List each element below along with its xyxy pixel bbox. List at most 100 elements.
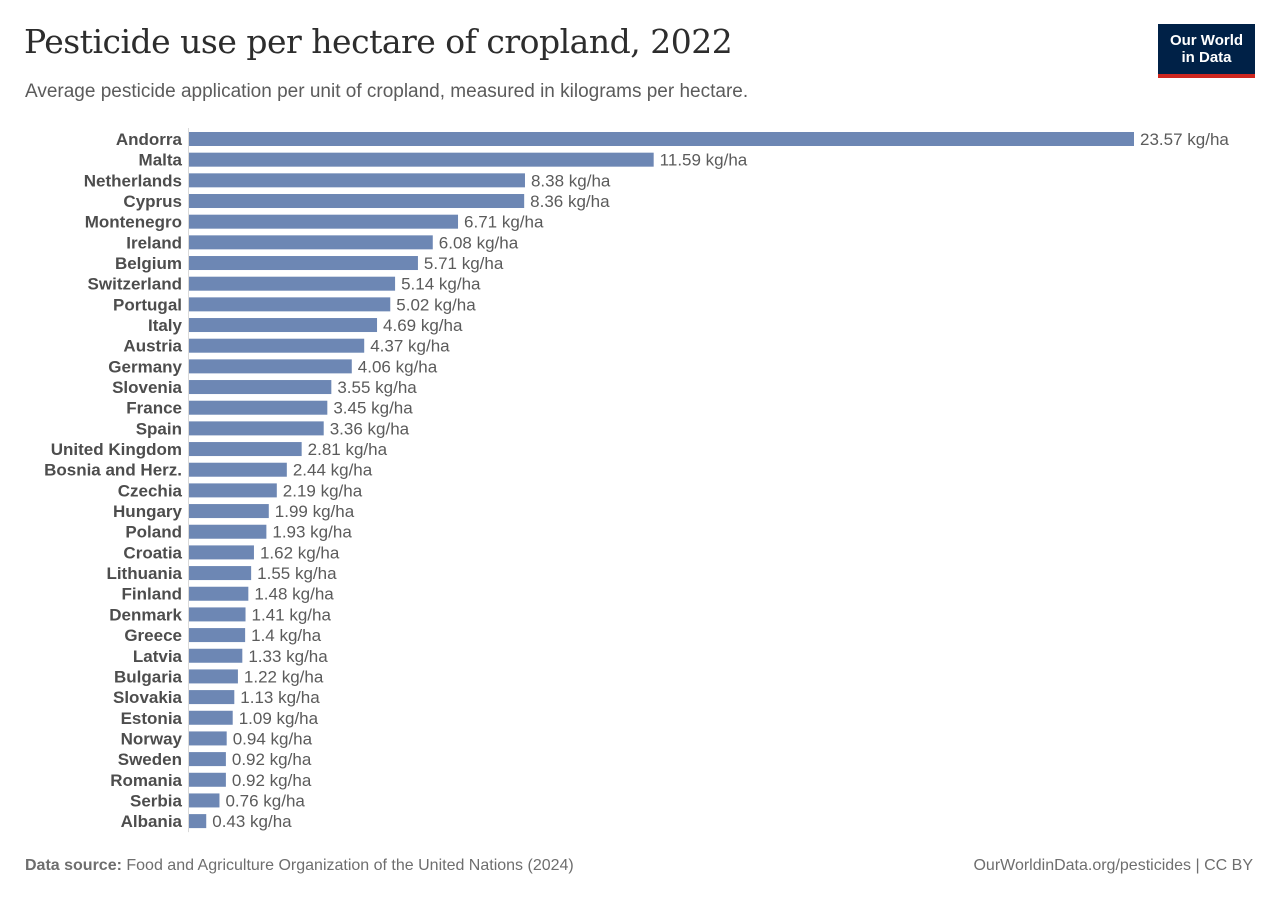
value-label: 1.33 kg/ha	[248, 647, 328, 666]
value-label: 1.99 kg/ha	[275, 502, 355, 521]
value-label: 1.93 kg/ha	[272, 523, 352, 542]
value-label: 0.92 kg/ha	[232, 750, 312, 769]
bar[interactable]	[189, 400, 328, 415]
category-label: Germany	[108, 357, 182, 376]
chart-title: Pesticide use per hectare of cropland, 2…	[24, 22, 733, 61]
bar[interactable]	[189, 628, 246, 643]
category-label: France	[126, 399, 182, 418]
owid-logo[interactable]: Our World in Data	[1158, 24, 1255, 78]
category-label: Hungary	[113, 502, 183, 521]
bar[interactable]	[189, 752, 226, 767]
value-label: 0.43 kg/ha	[212, 812, 292, 831]
bars-layer: Andorra 23.57 kg/ha Malta 11.59 kg/ha Nether…	[44, 130, 1229, 831]
bar[interactable]	[189, 690, 235, 705]
category-label: Latvia	[133, 647, 183, 666]
value-label: 1.48 kg/ha	[254, 585, 334, 604]
category-label: Switzerland	[88, 275, 182, 294]
category-label: Finland	[122, 585, 182, 604]
value-label: 5.14 kg/ha	[401, 275, 481, 294]
bar[interactable]	[189, 359, 352, 374]
logo-line-2: in Data	[1181, 49, 1232, 66]
value-label: 6.08 kg/ha	[439, 233, 519, 252]
value-label: 1.41 kg/ha	[252, 605, 332, 624]
bar[interactable]	[189, 648, 243, 663]
bar[interactable]	[189, 793, 220, 808]
value-label: 2.19 kg/ha	[283, 481, 363, 500]
bar-chart: Andorra 23.57 kg/ha Malta 11.59 kg/ha Nether…	[44, 128, 1229, 833]
value-label: 0.76 kg/ha	[225, 791, 305, 810]
value-label: 1.22 kg/ha	[244, 667, 324, 686]
bar[interactable]	[189, 524, 267, 539]
bar[interactable]	[189, 607, 246, 622]
category-label: Cyprus	[123, 192, 182, 211]
category-label: Portugal	[113, 295, 182, 314]
value-label: 23.57 kg/ha	[1140, 130, 1229, 149]
category-label: Serbia	[130, 791, 183, 810]
category-label: Bosnia and Herz.	[44, 461, 182, 480]
value-label: 1.09 kg/ha	[239, 709, 319, 728]
bar[interactable]	[189, 566, 252, 581]
bar[interactable]	[189, 297, 391, 312]
value-label: 1.62 kg/ha	[260, 543, 340, 562]
category-label: Denmark	[109, 605, 182, 624]
category-label: Austria	[123, 337, 182, 356]
value-label: 5.02 kg/ha	[396, 295, 476, 314]
bar[interactable]	[189, 545, 254, 560]
category-label: Croatia	[123, 543, 182, 562]
bar[interactable]	[189, 462, 287, 477]
chart-subtitle: Average pesticide application per unit o…	[25, 81, 749, 102]
value-label: 11.59 kg/ha	[660, 151, 748, 170]
category-label: United Kingdom	[51, 440, 182, 459]
value-label: 0.94 kg/ha	[233, 729, 313, 748]
value-label: 4.37 kg/ha	[370, 337, 450, 356]
source-link[interactable]: OurWorldinData.org/pesticides | CC BY	[973, 857, 1253, 874]
bar[interactable]	[189, 132, 1134, 146]
value-label: 2.44 kg/ha	[293, 461, 373, 480]
bar[interactable]	[189, 173, 525, 188]
bar[interactable]	[189, 710, 233, 725]
bar[interactable]	[189, 731, 227, 746]
bar[interactable]	[189, 669, 238, 684]
category-label: Slovakia	[113, 688, 183, 707]
value-label: 4.69 kg/ha	[383, 316, 463, 335]
value-label: 4.06 kg/ha	[358, 357, 438, 376]
bar[interactable]	[189, 442, 302, 457]
value-label: 1.4 kg/ha	[251, 626, 321, 645]
bar[interactable]	[189, 235, 433, 250]
category-label: Belgium	[115, 254, 182, 273]
category-label: Ireland	[126, 233, 182, 252]
bar[interactable]	[189, 504, 269, 519]
bar[interactable]	[189, 276, 396, 291]
category-label: Lithuania	[106, 564, 182, 583]
bar[interactable]	[189, 380, 332, 395]
category-label: Greece	[124, 626, 182, 645]
category-label: Czechia	[118, 481, 183, 500]
bar[interactable]	[189, 772, 226, 787]
bar[interactable]	[189, 421, 324, 436]
bar[interactable]	[189, 194, 525, 209]
bar[interactable]	[189, 338, 365, 353]
value-label: 3.55 kg/ha	[337, 378, 417, 397]
category-label: Netherlands	[84, 171, 182, 190]
bar[interactable]	[189, 814, 207, 829]
value-label: 0.92 kg/ha	[232, 771, 312, 790]
bar[interactable]	[189, 483, 277, 498]
category-label: Albania	[121, 812, 183, 831]
value-label: 5.71 kg/ha	[424, 254, 504, 273]
bar[interactable]	[189, 152, 654, 167]
category-label: Malta	[139, 151, 183, 170]
category-label: Poland	[125, 523, 182, 542]
value-label: 3.45 kg/ha	[333, 399, 413, 418]
value-label: 3.36 kg/ha	[330, 419, 410, 438]
bar[interactable]	[189, 586, 249, 601]
category-label: Bulgaria	[114, 667, 183, 686]
logo-line-1: Our World	[1169, 32, 1244, 49]
value-label: 8.38 kg/ha	[531, 171, 611, 190]
bar[interactable]	[189, 214, 459, 229]
data-source: Data source: Food and Agriculture Organi…	[25, 857, 574, 875]
category-label: Sweden	[118, 750, 182, 769]
bar[interactable]	[189, 318, 378, 333]
bar[interactable]	[189, 256, 418, 271]
category-label: Italy	[148, 316, 183, 335]
value-label: 2.81 kg/ha	[308, 440, 388, 459]
